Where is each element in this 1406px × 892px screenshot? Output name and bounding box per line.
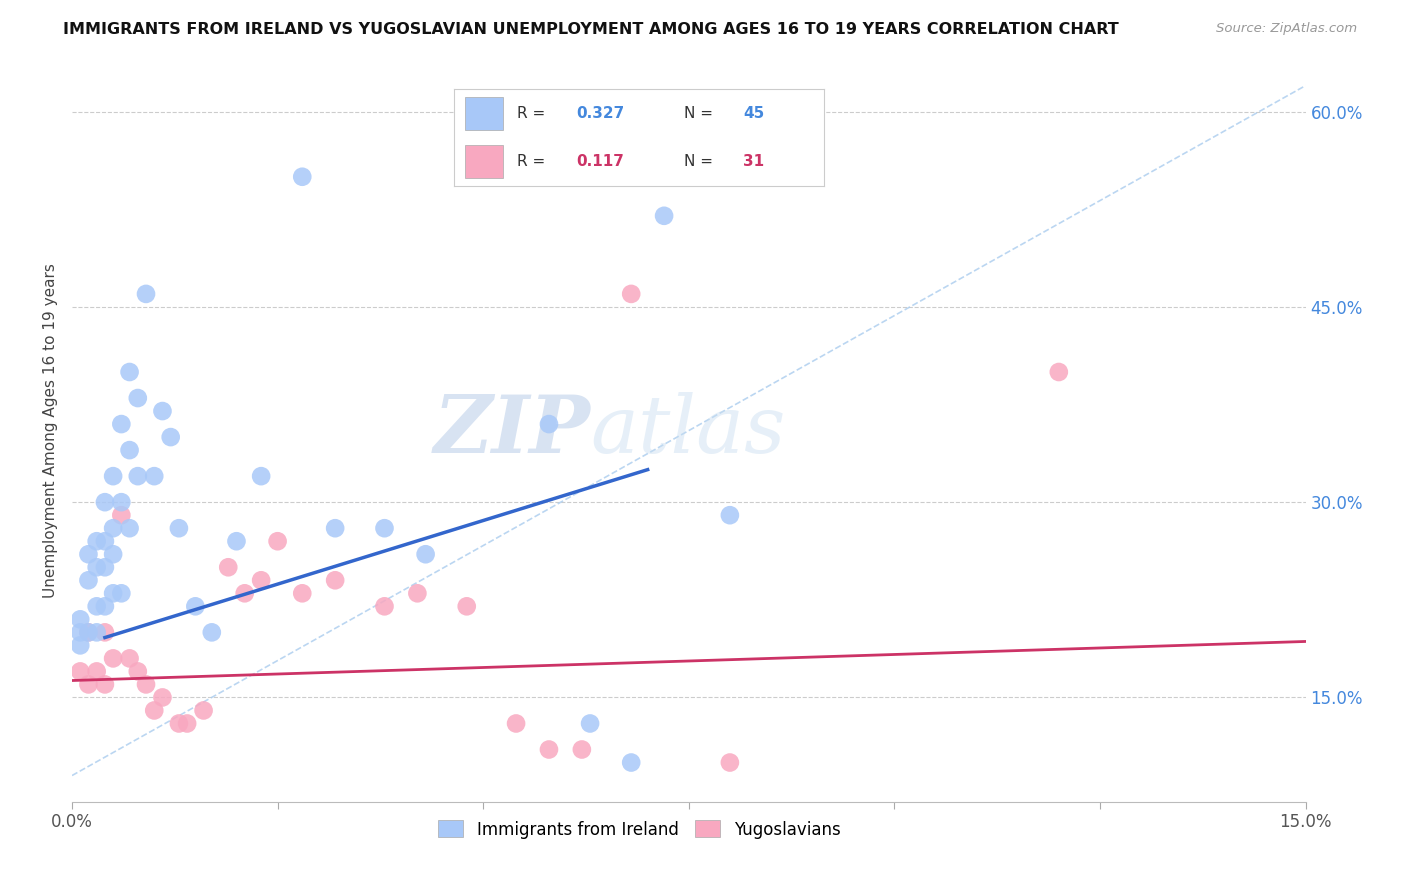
- Point: [620, 756, 643, 770]
- Point: [291, 169, 314, 184]
- Point: [193, 703, 215, 717]
- Point: [86, 599, 108, 614]
- Point: [537, 417, 560, 431]
- Point: [143, 703, 166, 717]
- Point: [233, 586, 256, 600]
- Point: [118, 365, 141, 379]
- Point: [620, 286, 643, 301]
- Point: [266, 534, 288, 549]
- Point: [201, 625, 224, 640]
- Point: [110, 417, 132, 431]
- Point: [86, 625, 108, 640]
- Point: [472, 144, 495, 158]
- Point: [159, 430, 181, 444]
- Point: [456, 599, 478, 614]
- Point: [118, 651, 141, 665]
- Point: [86, 534, 108, 549]
- Point: [225, 534, 247, 549]
- Point: [291, 586, 314, 600]
- Point: [69, 612, 91, 626]
- Point: [718, 508, 741, 523]
- Point: [127, 469, 149, 483]
- Point: [135, 286, 157, 301]
- Point: [110, 586, 132, 600]
- Point: [69, 665, 91, 679]
- Point: [77, 547, 100, 561]
- Point: [101, 651, 124, 665]
- Point: [127, 391, 149, 405]
- Point: [86, 665, 108, 679]
- Point: [217, 560, 239, 574]
- Point: [373, 521, 395, 535]
- Point: [152, 404, 174, 418]
- Point: [323, 574, 346, 588]
- Point: [94, 560, 117, 574]
- Point: [579, 716, 602, 731]
- Point: [1047, 365, 1070, 379]
- Point: [110, 495, 132, 509]
- Point: [373, 599, 395, 614]
- Point: [118, 443, 141, 458]
- Point: [323, 521, 346, 535]
- Point: [118, 521, 141, 535]
- Point: [135, 677, 157, 691]
- Point: [184, 599, 207, 614]
- Point: [537, 742, 560, 756]
- Point: [94, 677, 117, 691]
- Point: [86, 560, 108, 574]
- Point: [94, 625, 117, 640]
- Point: [127, 665, 149, 679]
- Point: [94, 599, 117, 614]
- Point: [176, 716, 198, 731]
- Point: [143, 469, 166, 483]
- Point: [505, 716, 527, 731]
- Point: [167, 521, 190, 535]
- Point: [94, 534, 117, 549]
- Point: [101, 469, 124, 483]
- Y-axis label: Unemployment Among Ages 16 to 19 years: Unemployment Among Ages 16 to 19 years: [44, 263, 58, 598]
- Point: [152, 690, 174, 705]
- Text: IMMIGRANTS FROM IRELAND VS YUGOSLAVIAN UNEMPLOYMENT AMONG AGES 16 TO 19 YEARS CO: IMMIGRANTS FROM IRELAND VS YUGOSLAVIAN U…: [63, 22, 1119, 37]
- Text: atlas: atlas: [591, 392, 786, 469]
- Point: [77, 625, 100, 640]
- Text: Source: ZipAtlas.com: Source: ZipAtlas.com: [1216, 22, 1357, 36]
- Point: [406, 586, 429, 600]
- Point: [718, 756, 741, 770]
- Point: [250, 469, 273, 483]
- Point: [110, 508, 132, 523]
- Point: [167, 716, 190, 731]
- Point: [69, 639, 91, 653]
- Point: [250, 574, 273, 588]
- Point: [415, 547, 437, 561]
- Point: [652, 209, 675, 223]
- Point: [69, 625, 91, 640]
- Point: [94, 495, 117, 509]
- Point: [101, 521, 124, 535]
- Point: [571, 742, 593, 756]
- Legend: Immigrants from Ireland, Yugoslavians: Immigrants from Ireland, Yugoslavians: [432, 814, 846, 846]
- Text: ZIP: ZIP: [433, 392, 591, 469]
- Point: [77, 677, 100, 691]
- Point: [77, 574, 100, 588]
- Point: [101, 586, 124, 600]
- Point: [101, 547, 124, 561]
- Point: [77, 625, 100, 640]
